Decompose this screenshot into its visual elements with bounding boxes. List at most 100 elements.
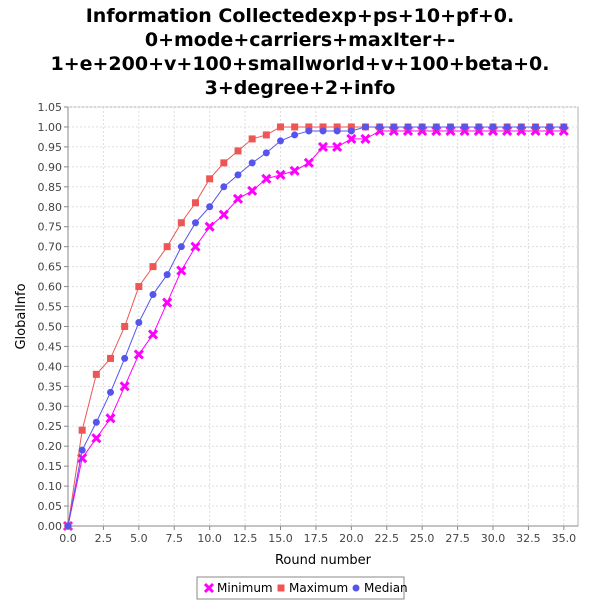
data-point-minimum	[119, 381, 130, 392]
data-point-minimum	[289, 165, 300, 176]
data-point-minimum	[261, 173, 272, 184]
series-median	[64, 123, 568, 530]
data-point-median	[291, 131, 299, 139]
data-point-minimum	[218, 209, 229, 220]
data-point-median	[404, 123, 412, 131]
legend-item-maximum: Maximum	[277, 581, 348, 595]
x-tick-label: 27.5	[445, 532, 470, 545]
x-tick-label: 15.0	[268, 532, 293, 545]
y-tick-label: 0.50	[38, 320, 63, 333]
data-point-maximum	[305, 123, 313, 131]
data-point-median	[532, 123, 539, 131]
data-point-maximum	[163, 243, 171, 251]
data-point-maximum	[234, 147, 242, 155]
legend-marker-minimum	[203, 582, 215, 594]
data-point-median	[135, 318, 143, 326]
x-tick-label: 20.0	[339, 532, 364, 545]
data-point-maximum	[333, 123, 341, 131]
data-point-maximum	[107, 354, 114, 362]
data-point-median	[78, 446, 86, 454]
y-tick-label: 0.30	[38, 400, 63, 413]
title-line: 0+mode+carriers+maxIter+-	[145, 29, 455, 51]
y-tick-label: 0.20	[38, 440, 63, 453]
y-tick-label: 0.15	[38, 460, 63, 473]
series-layer	[62, 123, 569, 532]
data-point-minimum	[162, 297, 173, 308]
data-point-median	[319, 127, 327, 135]
data-point-maximum	[319, 123, 327, 131]
data-point-maximum	[220, 159, 228, 167]
data-point-median	[347, 127, 355, 135]
plot-area	[67, 106, 579, 527]
data-point-minimum	[147, 329, 159, 340]
data-point-median	[220, 183, 228, 191]
data-point-median	[107, 388, 114, 396]
legend-box	[196, 576, 405, 600]
data-point-minimum	[204, 221, 215, 232]
data-point-median	[475, 123, 483, 131]
x-tick-label: 7.5	[166, 532, 184, 545]
data-point-maximum	[248, 135, 256, 143]
data-point-median	[277, 137, 284, 145]
data-point-median	[121, 354, 129, 362]
y-tick-label: 0.55	[38, 301, 63, 314]
y-tick-label: 1.00	[38, 121, 63, 134]
legend-marker-median	[352, 584, 360, 592]
data-point-median	[163, 271, 171, 279]
x-tick-label: 17.5	[304, 532, 329, 545]
legend-label-minimum: Minimum	[217, 581, 273, 595]
title-line: 3+degree+2+info	[205, 77, 396, 99]
data-point-median	[262, 149, 270, 157]
data-point-minimum	[105, 413, 116, 424]
data-point-minimum	[275, 169, 286, 180]
y-tick-label: 0.95	[38, 141, 63, 154]
data-point-minimum	[133, 349, 144, 360]
data-point-median	[305, 127, 313, 135]
y-tick-label: 0.80	[38, 201, 63, 214]
data-point-median	[248, 159, 256, 167]
x-tick-label: 5.0	[130, 532, 148, 545]
data-point-minimum	[91, 433, 102, 444]
data-point-maximum	[121, 322, 129, 330]
data-point-median	[333, 127, 341, 135]
data-point-minimum	[232, 193, 244, 204]
data-point-minimum	[190, 241, 201, 252]
y-tick-label: 1.05	[38, 101, 63, 114]
y-tick-label: 0.90	[38, 161, 63, 174]
legend-marker-maximum	[277, 584, 285, 592]
x-tick-label: 22.5	[375, 532, 400, 545]
x-tick-label: 10.0	[197, 532, 222, 545]
axes: 0.00 0.05 0.10 0.15 0.20 0.25 0.30 0.35 0.40 0.45…	[38, 101, 578, 545]
y-tick-label: 0.45	[38, 340, 63, 353]
data-point-median	[64, 522, 72, 530]
y-tick-label: 0.60	[38, 281, 63, 294]
data-point-median	[376, 123, 384, 131]
y-tick-label: 0.40	[38, 360, 63, 373]
title-line: 1+e+200+v+100+smallworld+v+100+beta+0.	[50, 53, 549, 75]
x-tick-label: 25.0	[410, 532, 435, 545]
x-axis-title: Round number	[275, 553, 372, 568]
data-point-maximum	[277, 123, 284, 131]
y-tick-label: 0.85	[38, 181, 63, 194]
y-tick-label: 0.05	[38, 500, 63, 513]
legend-label-median: Median	[364, 581, 408, 595]
data-point-minimum	[303, 157, 314, 168]
data-point-maximum	[347, 123, 355, 131]
x-tick-label: 2.5	[95, 532, 113, 545]
data-point-median	[432, 123, 440, 131]
data-point-minimum	[176, 265, 187, 276]
data-point-maximum	[262, 131, 270, 139]
y-axis-title: GlobalInfo	[14, 283, 29, 349]
y-tick-label: 0.10	[38, 480, 63, 493]
x-tick-label: 30.0	[481, 532, 506, 545]
y-tick-label: 0.75	[38, 221, 63, 234]
data-point-maximum	[92, 370, 100, 378]
x-tick-label: 12.5	[233, 532, 258, 545]
data-point-median	[560, 123, 568, 131]
data-point-maximum	[192, 199, 199, 207]
data-point-maximum	[78, 426, 86, 434]
y-tick-label: 0.70	[38, 241, 63, 254]
data-point-median	[234, 171, 242, 179]
data-point-maximum	[206, 175, 214, 183]
data-point-median	[489, 123, 497, 131]
